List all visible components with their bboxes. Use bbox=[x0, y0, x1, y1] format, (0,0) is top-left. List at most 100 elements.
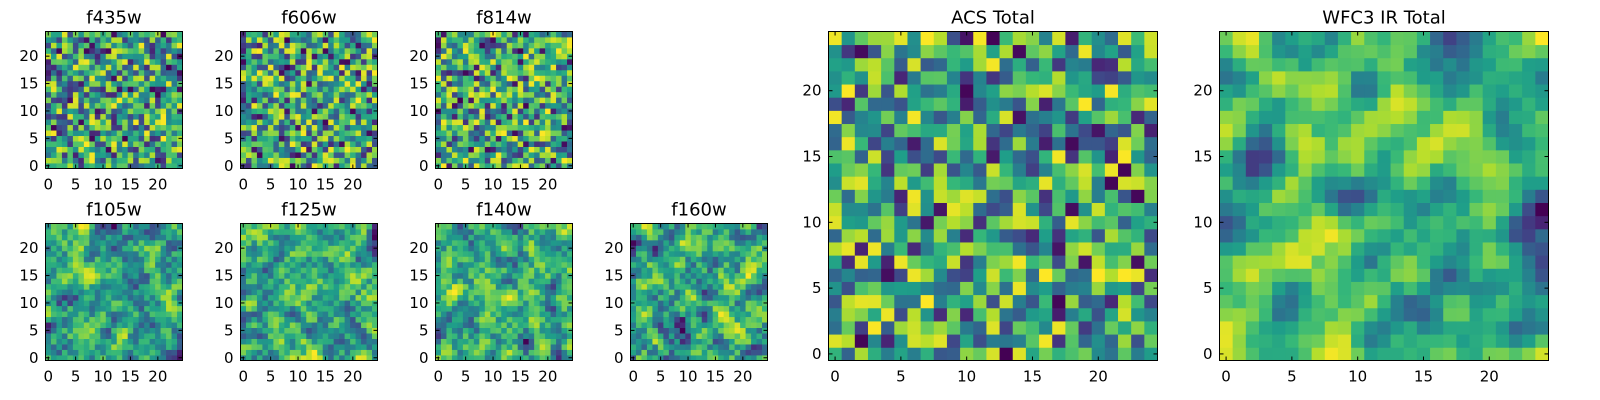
heatmap-cell bbox=[166, 294, 172, 301]
heatmap-cell bbox=[89, 289, 96, 296]
heatmap-cell bbox=[256, 338, 263, 345]
heatmap-cell bbox=[473, 245, 480, 252]
heatmap-cell bbox=[451, 108, 458, 115]
heatmap-cell bbox=[550, 333, 557, 339]
heatmap-cell bbox=[251, 327, 258, 334]
heatmap-cell bbox=[729, 344, 736, 350]
heatmap-cell bbox=[127, 64, 134, 71]
x-tick-label: 10 bbox=[483, 176, 502, 194]
heatmap-cell bbox=[718, 305, 725, 312]
heatmap-cell bbox=[333, 42, 340, 49]
heatmap-cell bbox=[567, 157, 573, 164]
heatmap-cell bbox=[344, 69, 351, 76]
heatmap-cell bbox=[528, 344, 535, 350]
heatmap-cell bbox=[251, 245, 258, 252]
heatmap-cell bbox=[166, 245, 172, 252]
heatmap-cell bbox=[56, 245, 63, 252]
heatmap-cell bbox=[646, 344, 653, 350]
heatmap-cell bbox=[495, 152, 502, 158]
heatmap-cell bbox=[635, 234, 642, 241]
heatmap-cell bbox=[690, 355, 697, 361]
heatmap-cell bbox=[155, 64, 161, 71]
heatmap-cell bbox=[707, 316, 714, 323]
heatmap-cell bbox=[523, 64, 530, 71]
heatmap-cell bbox=[828, 176, 843, 190]
heatmap-cell bbox=[171, 31, 178, 38]
heatmap-cell bbox=[155, 97, 161, 104]
heatmap-cell bbox=[122, 64, 129, 71]
heatmap-cell bbox=[67, 239, 74, 246]
heatmap-cell bbox=[630, 294, 637, 301]
heatmap-cell bbox=[501, 69, 508, 76]
heatmap-cell bbox=[166, 130, 172, 137]
heatmap-cell bbox=[56, 31, 63, 38]
heatmap-cell bbox=[490, 108, 497, 115]
heatmap-cell bbox=[484, 31, 491, 38]
heatmap-cell bbox=[300, 69, 307, 76]
heatmap-cell bbox=[506, 355, 513, 361]
heatmap-cell bbox=[149, 256, 156, 263]
heatmap-cell bbox=[177, 124, 183, 131]
heatmap-cell bbox=[50, 163, 57, 169]
heatmap-cell bbox=[122, 42, 129, 49]
heatmap-cell bbox=[652, 228, 659, 235]
heatmap-cell bbox=[539, 322, 546, 329]
heatmap-cell bbox=[122, 305, 129, 312]
heatmap-cell bbox=[311, 152, 318, 158]
heatmap-cell bbox=[545, 344, 551, 350]
heatmap-cell bbox=[355, 135, 362, 142]
heatmap-cell bbox=[1144, 202, 1158, 217]
y-tick-label: 5 bbox=[224, 129, 234, 147]
heatmap-cell bbox=[333, 333, 340, 339]
heatmap-cell bbox=[366, 47, 373, 54]
heatmap-cell bbox=[355, 97, 362, 104]
heatmap-cell bbox=[534, 223, 541, 230]
heatmap-cell bbox=[479, 91, 486, 98]
heatmap-cell bbox=[652, 327, 659, 334]
axes-frame bbox=[435, 223, 573, 361]
heatmap-cell bbox=[278, 322, 285, 329]
heatmap-cell bbox=[300, 163, 307, 169]
heatmap-cell bbox=[127, 97, 134, 104]
heatmap-cell bbox=[256, 135, 263, 142]
heatmap-cell bbox=[567, 86, 573, 93]
heatmap-cell bbox=[273, 163, 280, 169]
heatmap-cell bbox=[657, 300, 664, 307]
heatmap-cell bbox=[440, 102, 447, 109]
heatmap-cell bbox=[284, 311, 291, 318]
heatmap-cell bbox=[273, 75, 280, 82]
heatmap-cell bbox=[740, 256, 746, 263]
heatmap-cell bbox=[723, 355, 730, 361]
heatmap-cell bbox=[100, 58, 107, 65]
heatmap-cell bbox=[762, 289, 768, 296]
heatmap-cell bbox=[523, 355, 530, 361]
heatmap-cell bbox=[366, 36, 373, 43]
heatmap-cell bbox=[1012, 307, 1027, 322]
heatmap-cell bbox=[718, 272, 725, 279]
heatmap-cell bbox=[333, 272, 340, 279]
heatmap-cell bbox=[333, 239, 340, 246]
heatmap-cell bbox=[89, 97, 96, 104]
heatmap-cell bbox=[328, 267, 335, 274]
heatmap-cell bbox=[251, 311, 258, 318]
heatmap-cell bbox=[361, 283, 367, 290]
heatmap-cell bbox=[712, 283, 719, 290]
heatmap-cell bbox=[740, 300, 746, 307]
heatmap-cell bbox=[1025, 255, 1040, 269]
heatmap-cell bbox=[740, 267, 746, 274]
heatmap-cell bbox=[867, 215, 882, 230]
heatmap-cell bbox=[262, 36, 269, 43]
heatmap-cell bbox=[289, 223, 296, 230]
heatmap-cell bbox=[723, 250, 730, 257]
heatmap-cell bbox=[284, 338, 291, 345]
heatmap-cell bbox=[1012, 215, 1027, 230]
heatmap-cell bbox=[501, 146, 508, 153]
heatmap-cell bbox=[245, 283, 252, 290]
heatmap-cell bbox=[473, 91, 480, 98]
heatmap-cell bbox=[440, 267, 447, 274]
heatmap-cell bbox=[534, 91, 541, 98]
heatmap-cell bbox=[517, 338, 524, 345]
heatmap-cell bbox=[734, 344, 741, 350]
heatmap-cell bbox=[723, 311, 730, 318]
heatmap-cell bbox=[646, 250, 653, 257]
